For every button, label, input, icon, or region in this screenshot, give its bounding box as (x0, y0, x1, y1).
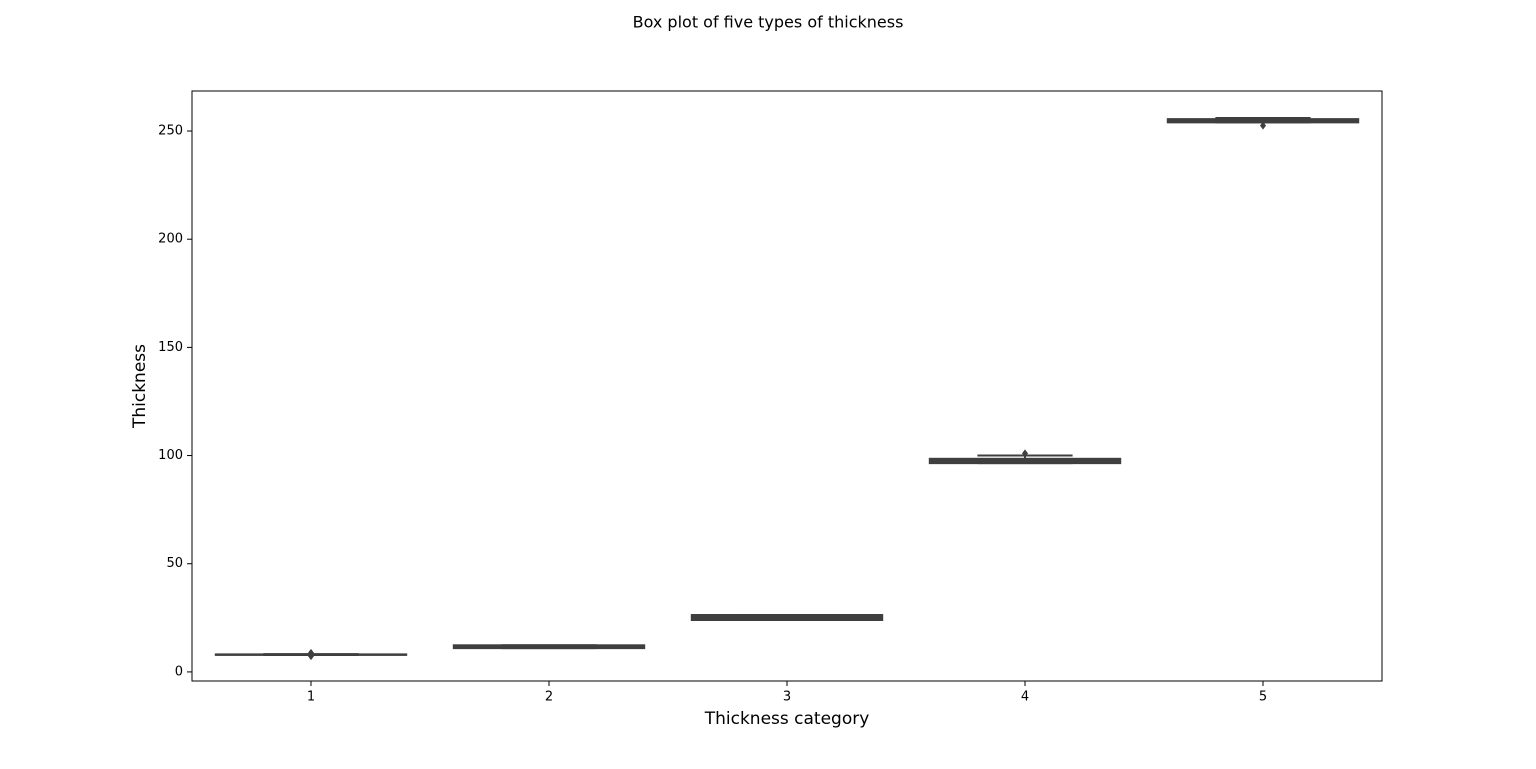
plot-frame (191, 90, 1383, 682)
outlier (1260, 121, 1266, 130)
y-tick-label: 50 (166, 556, 183, 571)
x-tick-label: 3 (783, 690, 791, 705)
x-tick-label: 1 (307, 690, 315, 705)
y-tick-label: 0 (175, 664, 183, 679)
y-tick-label: 250 (158, 124, 183, 139)
x-tick-label: 5 (1259, 690, 1267, 705)
y-tick-label: 150 (158, 340, 183, 355)
y-tick-label: 200 (158, 232, 183, 247)
outlier (1022, 449, 1028, 458)
x-tick-label: 2 (545, 690, 553, 705)
x-tick-label: 4 (1021, 690, 1029, 705)
y-tick-label: 100 (158, 448, 183, 463)
x-axis-label: Thickness category (704, 709, 870, 729)
outlier (308, 648, 314, 657)
chart-title: Box plot of five types of thickness (633, 13, 904, 32)
y-axis-label: Thickness (130, 344, 150, 429)
